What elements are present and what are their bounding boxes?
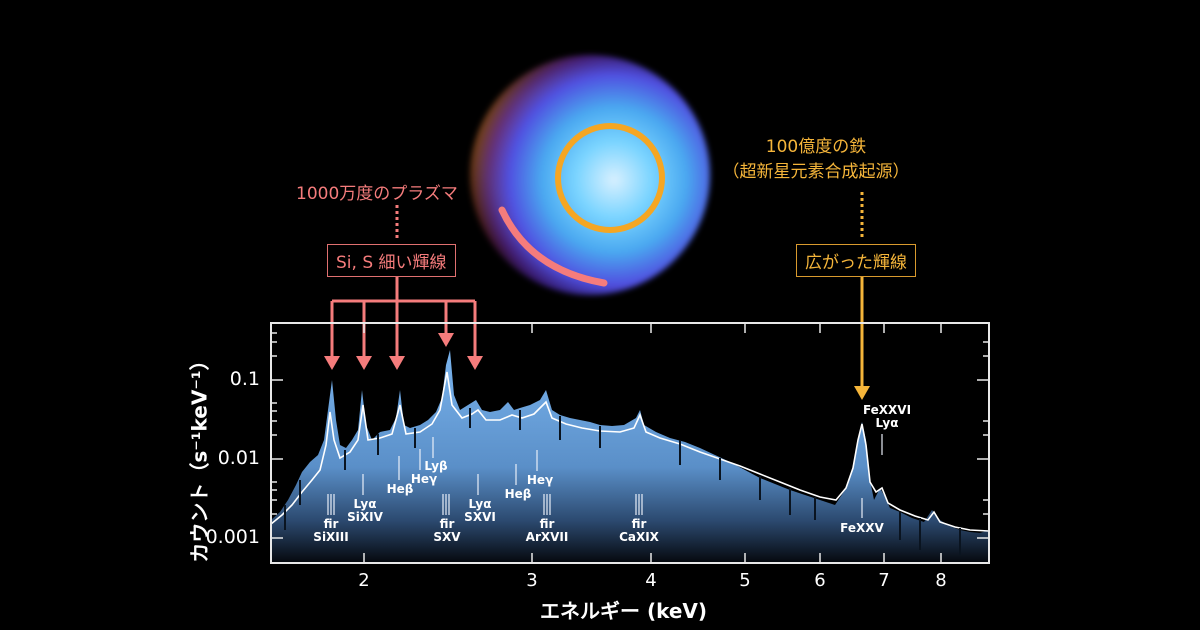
y-ticks: [271, 332, 989, 539]
line-label-hegamma-ar: Heγ: [526, 473, 554, 487]
line-label-fe26: FeXXVI Lyα: [862, 403, 912, 430]
line-label-hebeta-ar: Heβ: [504, 487, 532, 501]
y-axis-label: カウント（s⁻¹keV⁻¹）: [187, 350, 212, 563]
x-tick-label: 8: [935, 570, 947, 591]
y-tick-label: 0.001: [205, 526, 260, 548]
line-label-ar17: fir ArXVII: [525, 517, 569, 544]
x-tick-label: 4: [645, 570, 657, 591]
plot-frame: [270, 322, 990, 564]
plasma-label: 1000万度のプラズマ: [296, 184, 458, 204]
line-label-fe25: FeXXV: [840, 521, 884, 535]
x-axis-label: エネルギー (keV): [540, 599, 708, 623]
line-label-ca19: fir CaXIX: [619, 517, 659, 544]
x-tick-label: 2: [358, 570, 370, 591]
supernova-remnant-image: [470, 55, 710, 295]
plasma-region-arc: [498, 206, 608, 287]
spectrum-area: [271, 350, 989, 563]
y-tick-label: 0.1: [229, 368, 260, 390]
line-label-hegamma-s: Heγ: [410, 472, 438, 486]
plasma-lines-box: Si, S 細い輝線: [327, 244, 456, 277]
iron-label: 100億度の鉄 （超新星元素合成起源）: [708, 132, 924, 182]
line-label-s16: Lyα SXVI: [464, 497, 496, 524]
line-label-si14: Lyα SiXIV: [347, 497, 383, 524]
gold-arrow-head: [854, 386, 870, 400]
iron-lines-box: 広がった輝線: [796, 244, 916, 277]
x-tick-label: 3: [526, 570, 538, 591]
pink-arrow-tree: [330, 277, 477, 358]
line-label-hebeta-s: Heβ: [386, 482, 414, 496]
line-label-s15: fir SXV: [433, 517, 461, 544]
x-ticks: [363, 323, 942, 563]
y-tick-label: 0.01: [217, 447, 260, 469]
x-tick-label: 6: [814, 570, 826, 591]
iron-label-line1: 100億度の鉄: [765, 137, 867, 157]
line-label-lybeta: Lyβ: [424, 459, 448, 473]
line-markers: [327, 434, 883, 518]
iron-label-line2: （超新星元素合成起源）: [722, 162, 910, 182]
line-label-si13: fir SiXIII: [313, 517, 349, 544]
x-tick-label: 7: [878, 570, 890, 591]
x-tick-label: 5: [739, 570, 751, 591]
iron-region-circle: [555, 123, 665, 233]
